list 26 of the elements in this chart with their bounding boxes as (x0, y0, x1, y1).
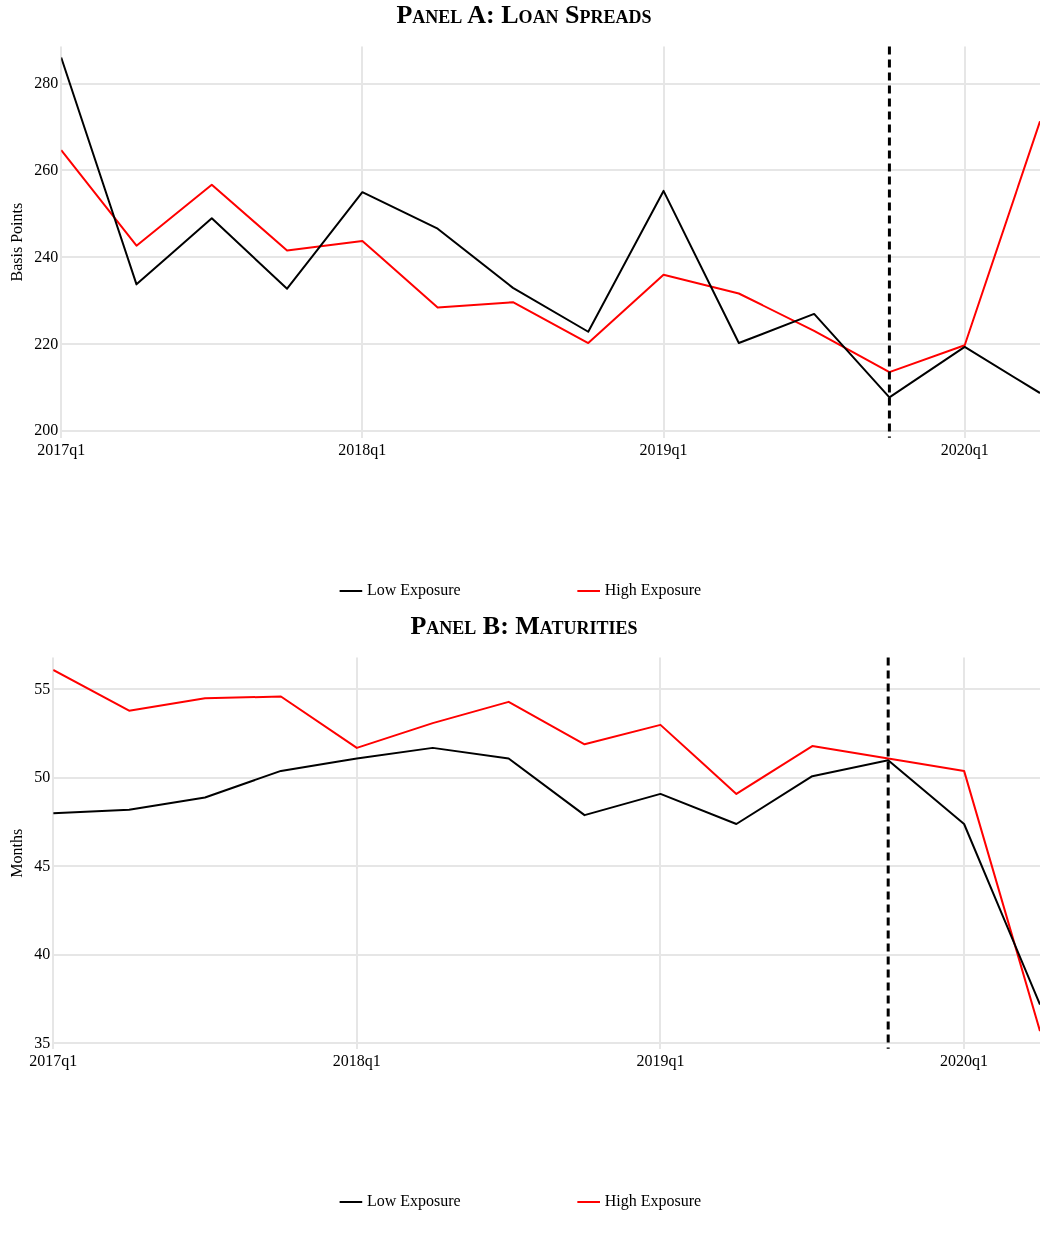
chart-title: Panel B: Maturities (409, 611, 639, 641)
x-tick-label: 2018q1 (338, 440, 387, 459)
y-tick-label: 280 (34, 73, 59, 91)
x-tick-label: 2020q1 (940, 440, 989, 459)
legend-label: Low Exposure (366, 1192, 461, 1211)
x-tick-label: 2019q1 (636, 1051, 685, 1070)
chart-title: Panel A: Loan Spreads (395, 0, 653, 30)
x-tick-label: 2020q1 (940, 1051, 989, 1070)
legend-label: High Exposure (604, 581, 702, 600)
x-tick-label: 2018q1 (332, 1051, 381, 1070)
legend-label: High Exposure (604, 1192, 702, 1211)
y-tick-label: 240 (34, 247, 59, 265)
y-tick-label: 55 (34, 679, 51, 697)
y-tick-label: 40 (34, 945, 51, 963)
y-tick-label: 50 (34, 768, 51, 786)
y-tick-label: 35 (34, 1033, 51, 1051)
y-tick-label: 220 (34, 334, 59, 352)
y-axis-title: Basis Points (7, 202, 25, 282)
y-tick-label: 260 (34, 160, 59, 178)
legend-label: Low Exposure (366, 581, 461, 600)
x-tick-label: 2017q1 (29, 1051, 78, 1070)
y-tick-label: 45 (34, 856, 51, 874)
x-tick-label: 2019q1 (639, 440, 688, 459)
y-tick-label: 200 (34, 421, 59, 439)
x-tick-label: 2017q1 (37, 440, 86, 459)
y-axis-title: Months (7, 828, 25, 878)
